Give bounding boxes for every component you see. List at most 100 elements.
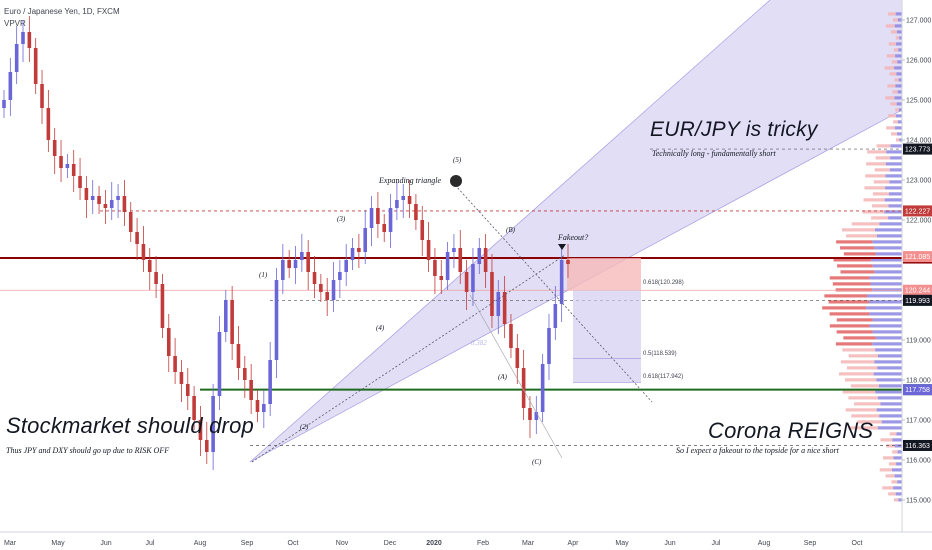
volume-bar-sell [876, 144, 891, 148]
x-tick-label: Aug [194, 540, 207, 547]
candle-body [268, 360, 272, 404]
volume-bar-buy [885, 174, 902, 178]
volume-bar-buy [897, 132, 902, 136]
candle-body [249, 380, 253, 400]
volume-bar-buy [869, 276, 902, 280]
candle-body [46, 108, 51, 140]
candle-body [331, 280, 336, 300]
volume-bar-buy [888, 192, 902, 196]
candle-body [223, 300, 228, 332]
volume-bar-buy [894, 66, 902, 70]
volume-bar-sell [883, 456, 894, 460]
volume-bar-sell [887, 84, 896, 88]
wave-label-5: (5) [453, 156, 462, 164]
y-tick-label: 116.000 [906, 458, 931, 465]
x-tick-label: Apr [568, 540, 580, 547]
stockmarket-subtitle: Thus JPY and DXY should go up due to RIS… [6, 446, 170, 455]
candle-body [566, 260, 570, 264]
price-tag-label: 119.993 [905, 298, 930, 305]
price-tag-bg [903, 294, 932, 306]
volume-bar-sell [890, 102, 897, 106]
volume-bar-buy [897, 60, 902, 64]
fakeout-marker [558, 244, 566, 250]
volume-bar-sell [889, 72, 897, 76]
volume-bar-buy [891, 468, 902, 472]
trend-lines [251, 175, 653, 463]
volume-bar-sell [866, 162, 886, 166]
volume-bar-buy [890, 144, 902, 148]
volume-bar-buy [895, 114, 902, 118]
volume-bar-buy [885, 162, 902, 166]
y-tick-label: 118.000 [906, 378, 931, 385]
volume-bar-sell [824, 294, 868, 298]
candle-body [40, 84, 44, 108]
y-tick-label: 124.000 [906, 138, 931, 145]
candle-body [211, 396, 215, 452]
y-tick-label: 122.000 [906, 218, 931, 225]
volume-bar-sell [836, 330, 873, 334]
volume-bar-buy [898, 120, 902, 124]
volume-bar-sell [835, 342, 873, 346]
candle-body [376, 208, 380, 224]
candle-body [147, 260, 152, 272]
volume-bar-sell [832, 282, 871, 286]
price-levels [0, 148, 902, 446]
price-tag-label: 123.773 [905, 147, 930, 154]
volume-bar-sell [889, 432, 897, 436]
volume-bar-buy [884, 198, 902, 202]
volume-bar-sell [894, 78, 899, 82]
candle-body [325, 292, 329, 300]
volume-bar-sell [896, 138, 900, 142]
candle-body [128, 212, 133, 232]
candle-body [236, 344, 241, 368]
axes [0, 0, 932, 533]
y-tick-label: 125.000 [906, 98, 931, 105]
candle-body [312, 272, 317, 284]
volume-bar-buy [894, 444, 902, 448]
volume-bar-buy [892, 438, 902, 442]
volume-bar-sell [888, 42, 897, 46]
volume-bar-sell [895, 36, 900, 40]
volume-bar-sell [851, 222, 880, 226]
volume-bar-sell [886, 54, 896, 58]
fakeout-label: Fakeout? [558, 233, 589, 242]
volume-bar-buy [877, 426, 902, 430]
volume-bar-sell [829, 276, 870, 280]
x-tick-label: Sep [241, 540, 254, 547]
volume-bar-buy [894, 126, 902, 130]
candle-body [407, 196, 412, 204]
volume-bar-sell [856, 420, 882, 424]
volume-bar-sell [833, 258, 872, 262]
stockmarket-title: Stockmarket should drop [6, 413, 254, 438]
candle-body [401, 196, 406, 200]
volume-bar-buy [869, 324, 902, 328]
candle-body [33, 48, 38, 84]
candle-body [300, 252, 304, 260]
volume-bar-sell [888, 462, 897, 466]
volume-bar-buy [889, 168, 902, 172]
volume-bar-buy [896, 72, 902, 76]
volume-bar-sell [836, 318, 873, 322]
candle-body [306, 252, 310, 272]
volume-bar-sell [836, 240, 873, 244]
volume-bar-sell [850, 384, 879, 388]
candle-body [255, 400, 260, 412]
expanding-triangle-dot [450, 175, 462, 187]
volume-bar-sell [888, 492, 896, 496]
x-tick-label: Feb [477, 540, 489, 547]
volume-bar-buy [890, 156, 902, 160]
candle-body [59, 156, 63, 168]
volume-bar-buy [896, 432, 902, 436]
volume-bar-buy [876, 234, 902, 238]
volume-bar-sell [873, 180, 890, 184]
volume-bar-sell [895, 108, 899, 112]
volume-bar-sell [867, 150, 887, 154]
volume-bar-buy [898, 108, 902, 112]
candle-body [84, 188, 89, 200]
fib-label-0618-upper: 0.618(120.298) [643, 280, 684, 286]
candle-body [515, 348, 520, 368]
volume-bar-sell [842, 390, 876, 394]
x-tick-label: Mar [522, 540, 535, 547]
volume-bar-sell [891, 60, 898, 64]
